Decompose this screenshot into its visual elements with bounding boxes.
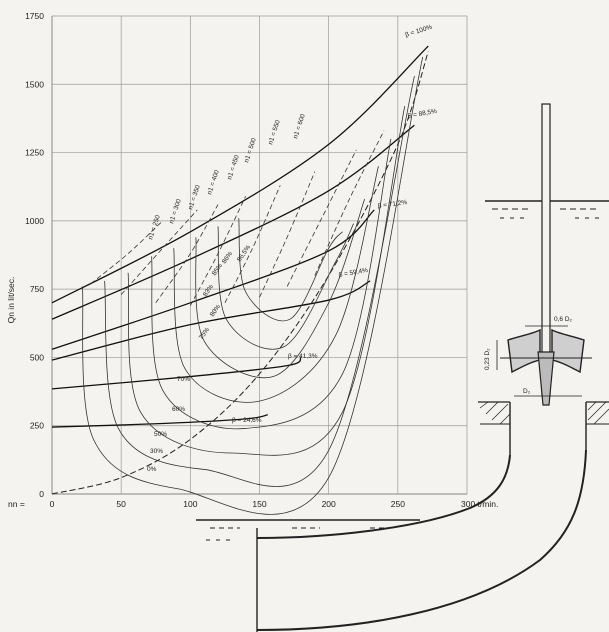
- efficiency-label-60: 60%: [172, 406, 185, 413]
- draft-tube-bottom: [256, 449, 587, 631]
- y-tick-label: 750: [30, 284, 44, 294]
- efficiency-contour-5: [195, 198, 366, 379]
- speed-line-7: [314, 130, 385, 276]
- efficiency-label-50: 50%: [154, 431, 167, 438]
- beta-line-2: [51, 209, 375, 350]
- efficiency-contour-6: [217, 223, 354, 350]
- x-tick-label: 150: [252, 499, 266, 509]
- beta-label-24: β = 24,6%: [232, 417, 262, 424]
- beta-label-41: β = 41,3%: [288, 353, 318, 360]
- y-tick-label: 1000: [25, 216, 44, 226]
- efficiency-contour-3: [151, 138, 392, 430]
- x-tick-label: 100: [183, 499, 197, 509]
- efficiency-label-86-5: 86,5%: [236, 244, 252, 263]
- y-tick-label: 1750: [25, 11, 44, 21]
- speed-line-5: [259, 171, 316, 298]
- beta-line-4: [51, 356, 302, 390]
- efficiency-contour-0: [82, 56, 424, 515]
- y-tick-label: 500: [30, 352, 44, 362]
- x-tick-label: 200: [322, 499, 336, 509]
- y-tick-label: 1500: [25, 79, 44, 89]
- speed-label-350: n1 = 350: [187, 184, 202, 211]
- y-tick-label: 250: [30, 421, 44, 431]
- y-tick-label: 1250: [25, 148, 44, 158]
- diagram-label-0-23d: 0,23 D₂: [484, 348, 491, 370]
- x-tick-label: 50: [116, 499, 126, 509]
- x-tick-label: 250: [391, 499, 405, 509]
- speed-line-4: [224, 185, 281, 303]
- chart-curves: [51, 45, 429, 515]
- beta-line-1: [51, 124, 415, 320]
- efficiency-label-30: 30%: [150, 448, 163, 455]
- efficiency-contour-4: [173, 166, 379, 403]
- y-tick-label: 0: [39, 489, 44, 499]
- speed-label-600: n1 = 600: [292, 113, 307, 140]
- speed-label-400: n1 = 400: [206, 169, 221, 196]
- efficiency-label-70: 70%: [177, 376, 190, 383]
- runner-casing-right: [551, 328, 585, 374]
- speed-line-2: [155, 204, 219, 304]
- efficiency-label-83: 83%: [202, 283, 215, 298]
- beta-label-100: β = 100%: [404, 24, 433, 39]
- diagram-label-d: D₂: [523, 388, 531, 395]
- speed-label-450: n1 = 450: [226, 154, 241, 181]
- efficiency-contour-7: [238, 218, 343, 322]
- efficiency-contour-2: [127, 106, 406, 456]
- beta-line-0: [51, 45, 429, 304]
- diagram-label-0-6d: 0,6 D₂: [554, 316, 573, 323]
- speed-line-6: [286, 149, 357, 287]
- efficiency-label-80: 80%: [209, 303, 222, 318]
- speed-label-500: n1 = 500: [243, 137, 258, 164]
- y-axis-label: Qn in lit/sec.: [6, 277, 16, 324]
- beta-line-5: [51, 414, 268, 428]
- beta-label-71: β = 71,2%: [377, 199, 407, 210]
- efficiency-label-85: 85%: [211, 262, 224, 277]
- chart-ticks: 0 50 100 150 200 250 0 250 500 750 1000 1250 1500 175…: [25, 11, 405, 509]
- speed-line-3: [189, 196, 247, 306]
- speed-label-250: n1 = 250: [147, 214, 162, 241]
- x-axis-label: nn =: [8, 499, 25, 509]
- speed-label-550: n1 = 550: [267, 119, 282, 146]
- turbine-diagram: [196, 103, 609, 632]
- efficiency-label-0: 0%: [147, 466, 157, 473]
- runner-casing-left: [507, 328, 541, 374]
- draft-tube-top: [256, 454, 511, 539]
- speed-line-0: [90, 220, 163, 284]
- system-curve: [51, 51, 429, 495]
- x-tick-label: 0: [50, 499, 55, 509]
- beta-label-88: β = 88,5%: [407, 108, 438, 120]
- foundation-hatch: [478, 401, 609, 425]
- runner-hub: [537, 351, 555, 406]
- efficiency-label-86: 86%: [221, 250, 234, 265]
